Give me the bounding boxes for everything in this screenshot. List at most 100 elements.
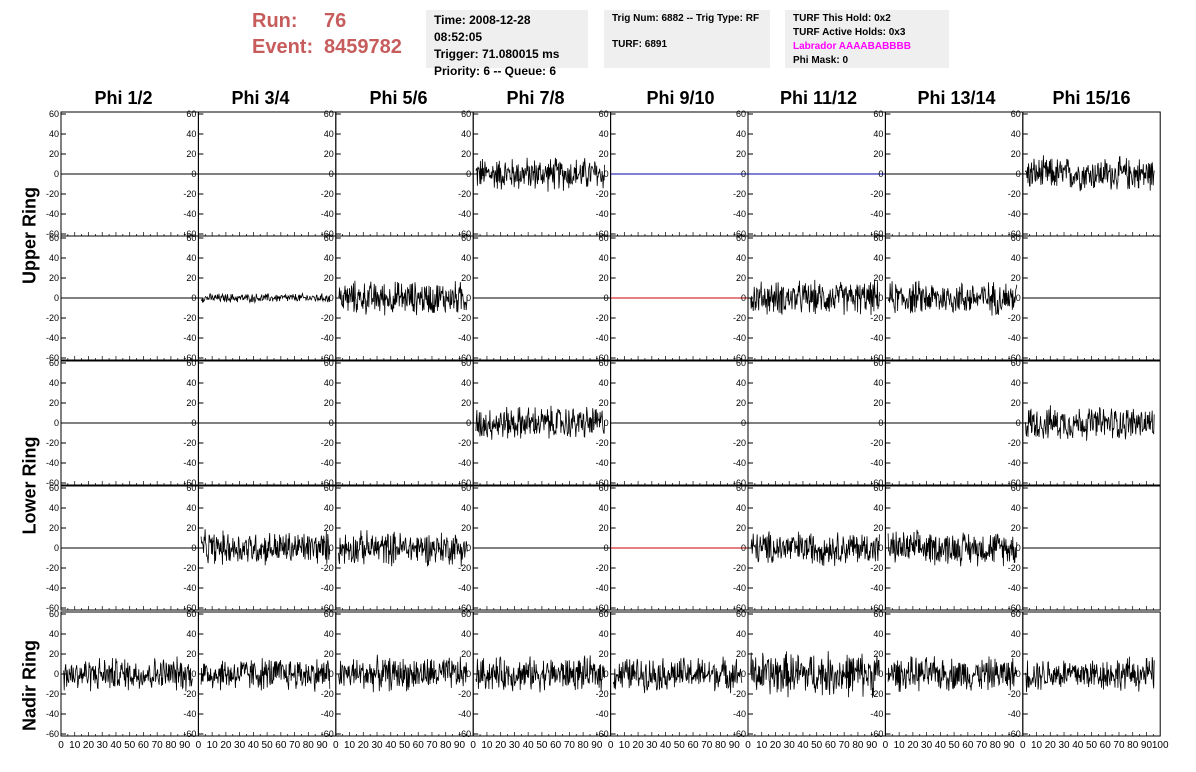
x-tick-label: 0 [470, 740, 476, 751]
y-tick-label: -20 [596, 313, 609, 323]
y-tick-label: -20 [1008, 189, 1021, 199]
y-tick-label: -60 [1008, 603, 1021, 613]
y-tick-label: 40 [736, 253, 746, 263]
y-tick-label: -40 [870, 209, 883, 219]
y-tick-label: 0 [191, 293, 196, 303]
y-tick-label: 0 [604, 543, 609, 553]
x-tick-label: 20 [495, 740, 507, 751]
x-tick-label: 10 [1031, 740, 1043, 751]
x-tick-label: 30 [1058, 740, 1070, 751]
y-tick-label: 40 [49, 253, 59, 263]
y-tick-label: 20 [49, 273, 59, 283]
x-tick-label: 20 [770, 740, 782, 751]
y-tick-label: -60 [183, 229, 196, 239]
event-value: 8459782 [324, 36, 402, 58]
x-tick-label: 10 [894, 740, 906, 751]
y-tick-label: 40 [324, 378, 334, 388]
y-tick-label: -60 [183, 478, 196, 488]
waveform-trace [63, 656, 193, 692]
y-tick-label: 40 [599, 253, 609, 263]
y-tick-label: -60 [596, 229, 609, 239]
x-tick-label: 70 [976, 740, 988, 751]
y-tick-label: 40 [736, 129, 746, 139]
y-tick-label: -20 [183, 438, 196, 448]
col-header-phi-9-10: Phi 9/10 [646, 88, 715, 108]
y-tick-label: 20 [736, 523, 746, 533]
y-tick-label: -20 [183, 313, 196, 323]
y-tick-label: 0 [191, 169, 196, 179]
y-tick-label: -40 [596, 709, 609, 719]
y-tick-label: -20 [46, 438, 59, 448]
y-tick-label: -60 [46, 229, 59, 239]
y-tick-label: 0 [604, 169, 609, 179]
y-tick-label: 0 [1016, 169, 1021, 179]
y-tick-label: 20 [736, 398, 746, 408]
y-tick-label: 60 [186, 358, 196, 368]
trig-info-box: Trig Num: 6882 -- Trig Type: RF TURF: 68… [604, 10, 770, 68]
y-tick-label: 20 [599, 149, 609, 159]
x-tick-label: 90 [591, 740, 603, 751]
y-tick-label: 40 [736, 629, 746, 639]
y-tick-label: 20 [461, 649, 471, 659]
y-tick-label: -60 [733, 478, 746, 488]
x-tick-label: 10 [207, 740, 219, 751]
x-tick-label: 0 [333, 740, 339, 751]
y-tick-label: 20 [186, 398, 196, 408]
x-tick-label: 0 [745, 740, 751, 751]
y-tick-label: 60 [461, 233, 471, 243]
y-tick-label: -20 [870, 189, 883, 199]
y-tick-label: 60 [49, 483, 59, 493]
y-tick-label: -40 [458, 209, 471, 219]
y-tick-label: -40 [46, 709, 59, 719]
y-tick-label: 20 [186, 649, 196, 659]
y-tick-label: -40 [46, 209, 59, 219]
y-tick-label: 60 [1011, 109, 1021, 119]
col-header-phi-15-16: Phi 15/16 [1052, 88, 1131, 108]
x-tick-label: 60 [550, 740, 562, 751]
x-tick-label: 90 [454, 740, 466, 751]
y-tick-label: -60 [870, 229, 883, 239]
col-header-phi-11-12: Phi 11/12 [779, 88, 858, 108]
y-tick-label: -20 [458, 313, 471, 323]
y-tick-label: -20 [458, 563, 471, 573]
y-tick-label: 20 [1011, 649, 1021, 659]
y-tick-label: 60 [736, 233, 746, 243]
y-tick-label: 20 [324, 649, 334, 659]
y-tick-label: -40 [183, 583, 196, 593]
y-tick-label: -20 [46, 313, 59, 323]
x-tick-label: 70 [1113, 740, 1125, 751]
x-tick-label: 60 [275, 740, 287, 751]
y-tick-label: -40 [183, 458, 196, 468]
y-tick-label: 20 [461, 523, 471, 533]
x-tick-label: 0 [196, 740, 202, 751]
y-tick-label: -60 [321, 603, 334, 613]
y-tick-label: 60 [1011, 609, 1021, 619]
y-tick-label: -40 [1008, 583, 1021, 593]
y-tick-label: 60 [736, 609, 746, 619]
y-tick-label: 0 [54, 669, 59, 679]
y-tick-label: 40 [1011, 503, 1021, 513]
y-tick-label: 60 [49, 609, 59, 619]
waveform-trace [338, 530, 468, 567]
time-info-box: Time: 2008-12-28 08:52:05 Trigger: 71.08… [426, 10, 588, 78]
y-tick-label: -40 [458, 583, 471, 593]
y-tick-label: 0 [54, 418, 59, 428]
y-tick-label: -40 [321, 333, 334, 343]
y-tick-label: 0 [741, 418, 746, 428]
y-tick-label: 0 [329, 543, 334, 553]
x-tick-label-last: 100 [1152, 740, 1169, 751]
y-tick-label: 40 [49, 378, 59, 388]
waveform-trace [887, 280, 1018, 316]
y-tick-label: 40 [461, 503, 471, 513]
y-tick-label: 60 [186, 109, 196, 119]
x-tick-label: 40 [523, 740, 535, 751]
x-tick-label: 60 [1100, 740, 1112, 751]
y-tick-label: 20 [599, 273, 609, 283]
y-tick-label: 40 [1011, 629, 1021, 639]
y-tick-label: 0 [741, 669, 746, 679]
y-tick-label: 60 [49, 233, 59, 243]
y-tick-label: 0 [1016, 543, 1021, 553]
y-tick-label: -20 [183, 189, 196, 199]
x-tick-label: 80 [990, 740, 1002, 751]
y-tick-label: -20 [596, 438, 609, 448]
